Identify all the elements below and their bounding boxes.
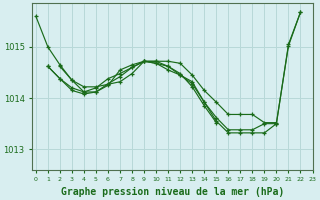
X-axis label: Graphe pression niveau de la mer (hPa): Graphe pression niveau de la mer (hPa) xyxy=(61,186,284,197)
